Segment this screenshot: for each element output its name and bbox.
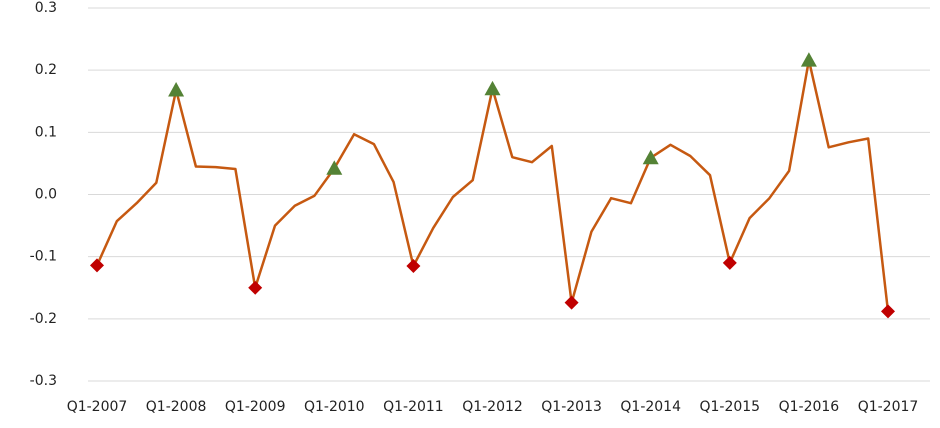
- triangle-marker: [642, 149, 659, 165]
- triangle-marker: [326, 160, 343, 175]
- triangle-marker: [484, 80, 501, 96]
- x-tick-label: Q1-2011: [383, 399, 444, 415]
- series-line: [95, 58, 890, 312]
- diamond-marker: [881, 304, 895, 319]
- y-tick-label: -0.1: [30, 249, 57, 265]
- y-tick-label: 0.3: [35, 0, 57, 16]
- x-tick-label: Q1-2008: [146, 399, 207, 415]
- y-tick-label: 0.1: [35, 124, 57, 140]
- diamond-marker: [248, 280, 263, 295]
- x-tick-label: Q1-2007: [67, 399, 128, 415]
- y-tick-label: 0.2: [35, 62, 57, 78]
- x-tick-label: Q1-2010: [304, 399, 365, 415]
- y-tick-label: -0.3: [30, 373, 57, 389]
- triangle-marker: [168, 82, 185, 97]
- x-tick-label: Q1-2013: [541, 399, 602, 415]
- y-tick-label: 0.0: [35, 187, 57, 203]
- x-tick-label: Q1-2014: [620, 399, 681, 415]
- diamond-marker: [722, 255, 737, 270]
- diamond-marker: [90, 258, 104, 273]
- x-tick-label: Q1-2017: [858, 399, 919, 415]
- x-tick-label: Q1-2009: [225, 399, 286, 415]
- y-tick-label: -0.2: [30, 311, 57, 327]
- triangle-marker: [800, 52, 817, 67]
- x-tick-label: Q1-2016: [779, 399, 840, 415]
- x-tick-label: Q1-2012: [462, 399, 523, 415]
- diamond-marker: [564, 295, 579, 310]
- x-tick-label: Q1-2015: [699, 399, 760, 415]
- diamond-marker: [406, 258, 421, 273]
